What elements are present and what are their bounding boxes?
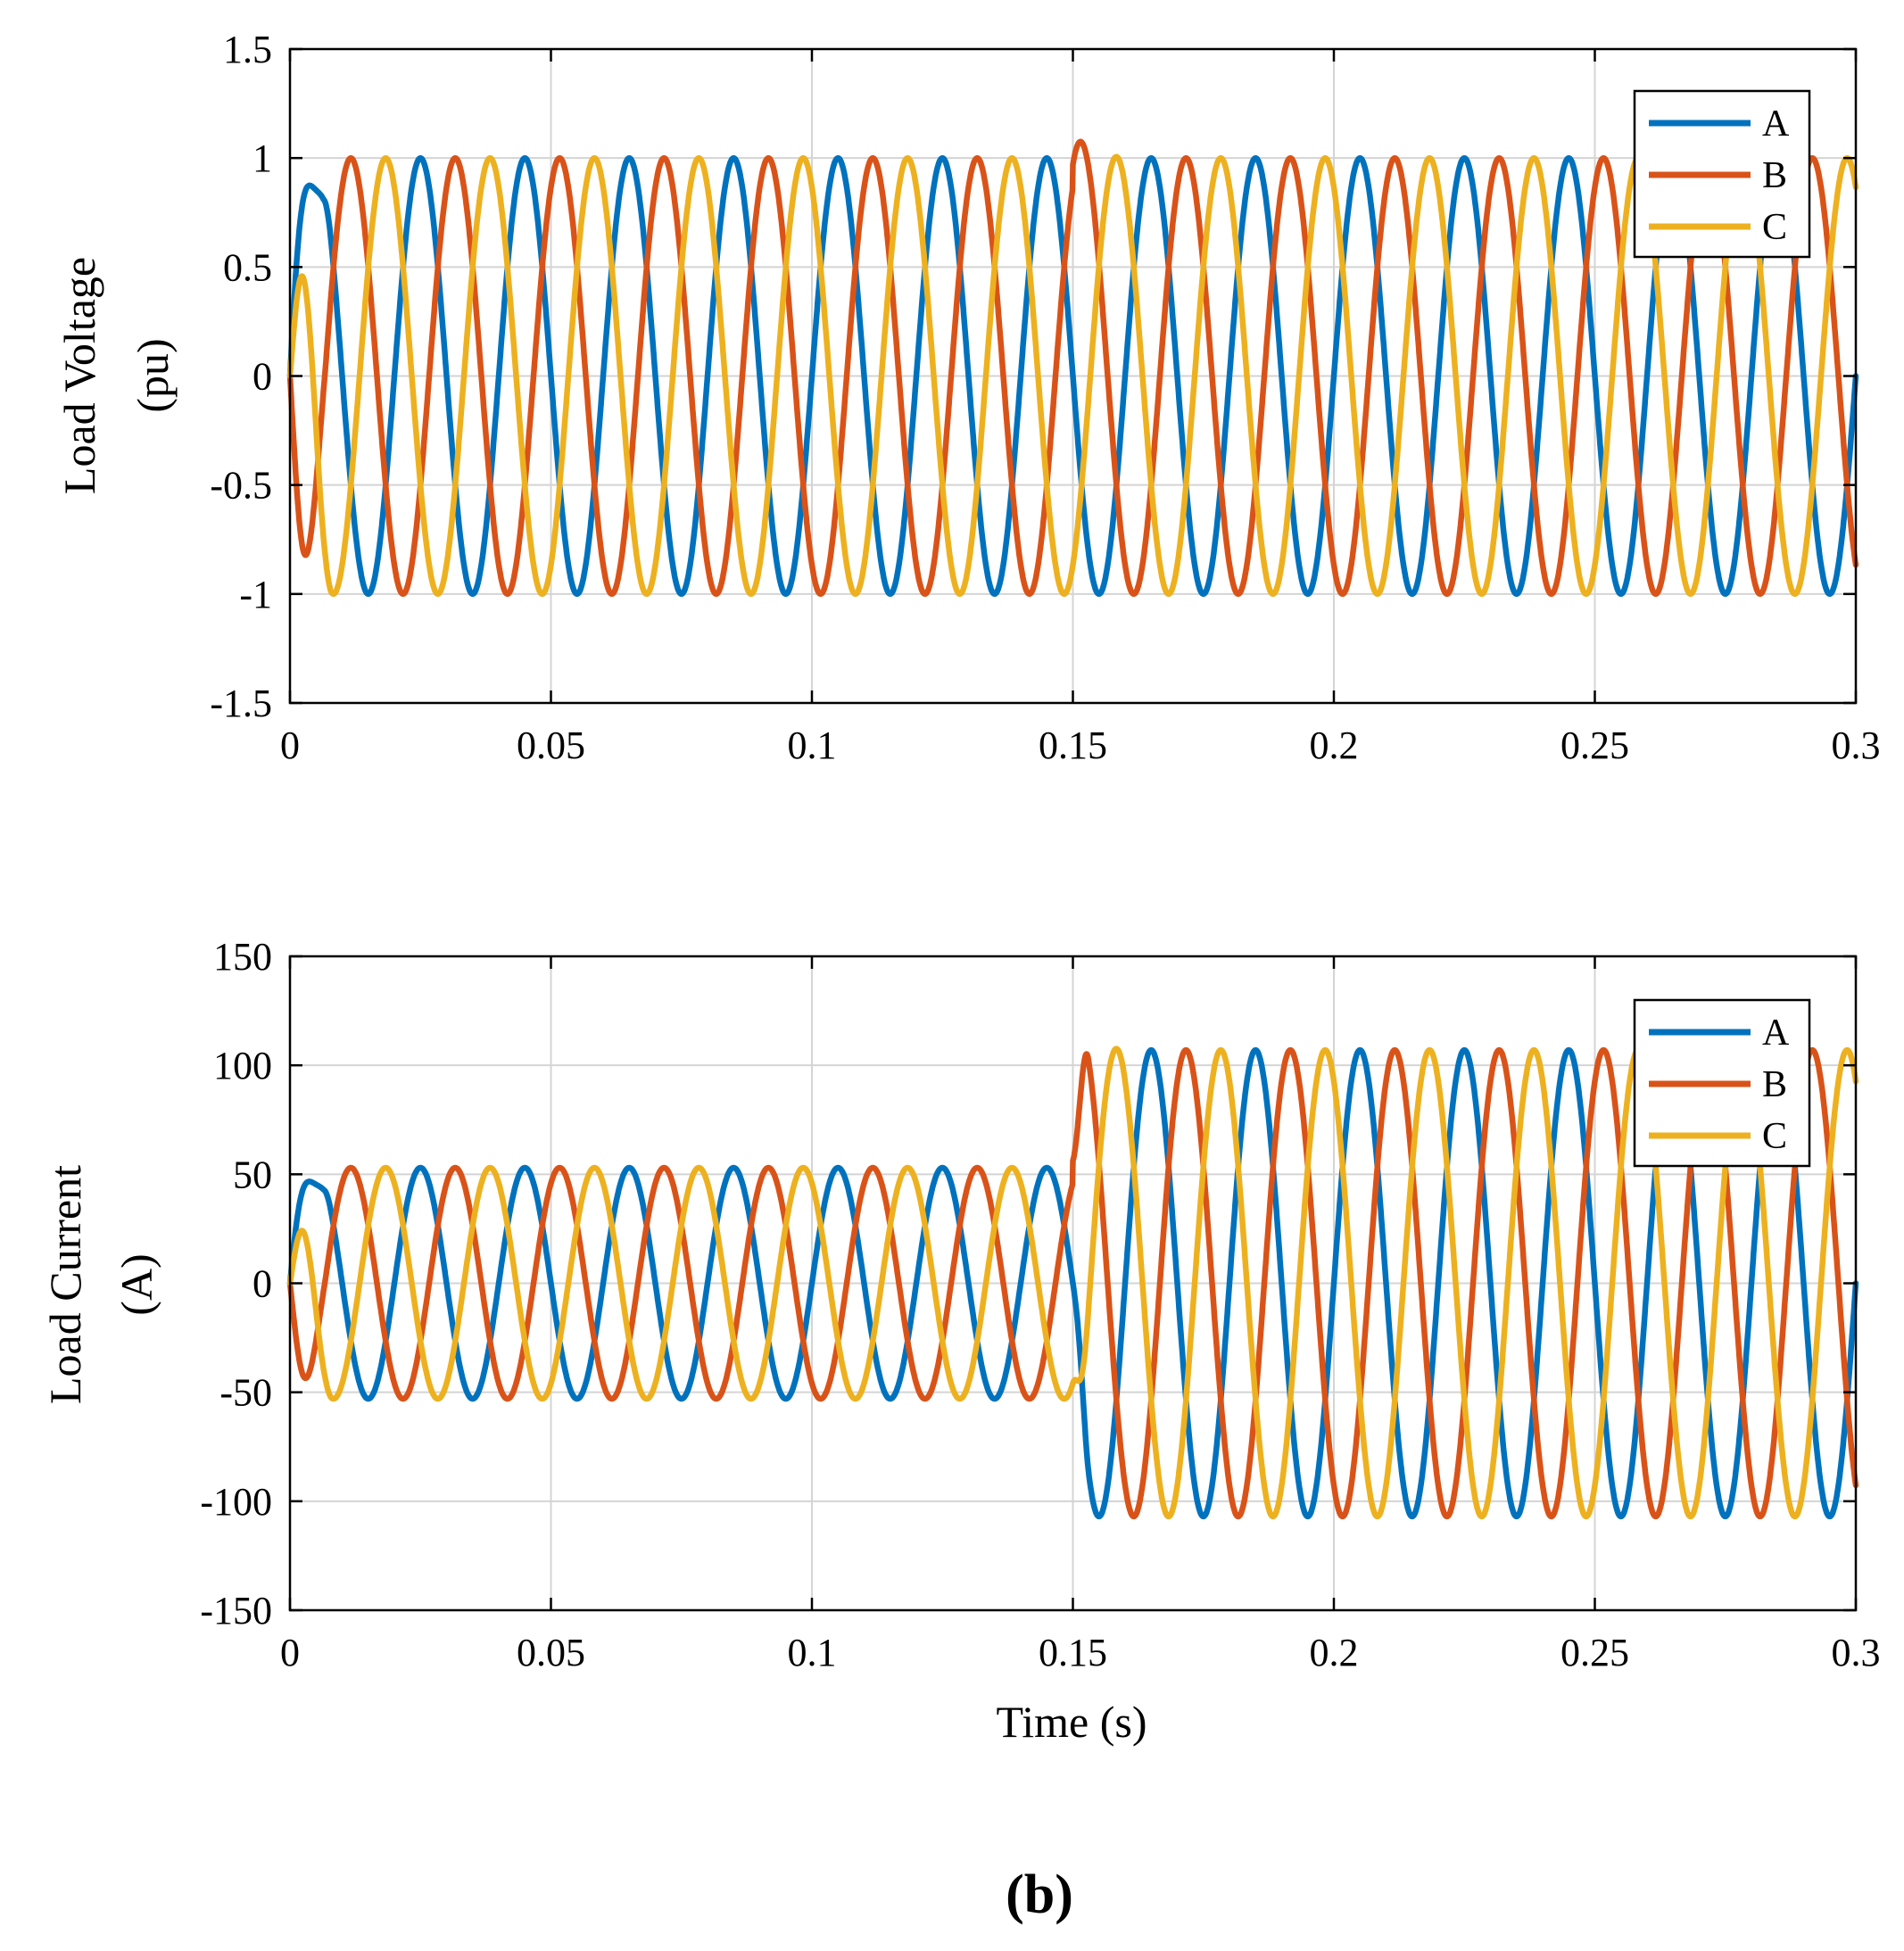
current-series	[286, 1046, 1859, 1520]
current-ylabel-line-1: Load Current	[40, 1165, 90, 1404]
current-ytick-label: 100	[213, 1044, 272, 1087]
voltage-ticks: 0 0.05 0.1 0.15 0.2 0.25 0.3 -1.5 -1 -0.5 0 0.5 1 1.5	[210, 28, 1880, 767]
current-xtick-label: 0.3	[1832, 1631, 1881, 1674]
voltage-xtick-label: 0.1	[788, 723, 837, 767]
voltage-xtick-label: 0.25	[1560, 723, 1629, 767]
current-ytick-label: -150	[200, 1589, 272, 1633]
current-xlabel: Time (s)	[996, 1697, 1147, 1747]
current-ytick-label: 0	[252, 1262, 272, 1306]
voltage-ytick-label: -1.5	[210, 682, 272, 725]
current-legend-label-b: B	[1762, 1064, 1787, 1105]
voltage-xtick-label: 0.3	[1832, 723, 1881, 767]
voltage-legend-label-c: C	[1762, 207, 1787, 248]
voltage-series-b	[286, 138, 1859, 598]
voltage-xtick-label: 0.2	[1310, 723, 1359, 767]
voltage-ylabel-line-2: (pu)	[128, 338, 178, 412]
voltage-ytick-label: 1.5	[223, 28, 272, 71]
current-xtick-label: 0.15	[1039, 1631, 1107, 1674]
voltage-xtick-label: 0.15	[1039, 723, 1107, 767]
voltage-legend-label-b: B	[1762, 155, 1787, 196]
current-ticks: 0 0.05 0.1 0.15 0.2 0.25 0.3 -150 -100 -50 0 50 100 1…	[200, 935, 1880, 1674]
current-xtick-label: 0.2	[1310, 1631, 1359, 1674]
voltage-series-a	[286, 154, 1859, 598]
current-ytick-label: -100	[200, 1480, 272, 1524]
current-ytick-label: 50	[233, 1153, 272, 1196]
current-legend-label-a: A	[1762, 1013, 1790, 1054]
current-legend: A B C	[1633, 998, 1811, 1168]
current-series-c	[286, 1046, 1859, 1520]
voltage-ytick-label: -0.5	[210, 464, 272, 508]
current-xtick-label: 0.25	[1560, 1631, 1629, 1674]
voltage-ylabel-line-1: Load Voltage	[54, 257, 104, 494]
voltage-ytick-label: 0	[252, 355, 272, 399]
current-series-b	[286, 1046, 1859, 1520]
voltage-xtick-label: 0.05	[517, 723, 585, 767]
current-xtick-label: 0.05	[517, 1631, 585, 1674]
current-ylabel-line-2: (A)	[112, 1253, 161, 1315]
voltage-xtick-label: 0	[280, 723, 300, 767]
current-xtick-label: 0	[280, 1631, 300, 1674]
current-chart: 0 0.05 0.1 0.15 0.2 0.25 0.3 -150 -100 -50 0 50 100 1…	[40, 935, 1881, 1747]
voltage-ytick-label: -1	[239, 573, 272, 616]
panel-label: (b)	[1006, 1864, 1073, 1925]
voltage-series	[286, 138, 1859, 598]
voltage-chart: 0 0.05 0.1 0.15 0.2 0.25 0.3 -1.5 -1 -0.5 0 0.5 1 1.5…	[54, 28, 1881, 767]
voltage-legend: A B C	[1633, 89, 1811, 259]
voltage-ytick-label: 0.5	[223, 245, 272, 289]
voltage-legend-label-a: A	[1762, 103, 1790, 145]
current-ytick-label: -50	[219, 1371, 272, 1415]
voltage-series-c	[286, 153, 1859, 598]
current-xtick-label: 0.1	[788, 1631, 837, 1674]
current-ytick-label: 150	[213, 935, 272, 979]
voltage-ytick-label: 1	[252, 136, 272, 180]
current-series-a	[286, 1046, 1859, 1520]
current-legend-label-c: C	[1762, 1116, 1787, 1157]
